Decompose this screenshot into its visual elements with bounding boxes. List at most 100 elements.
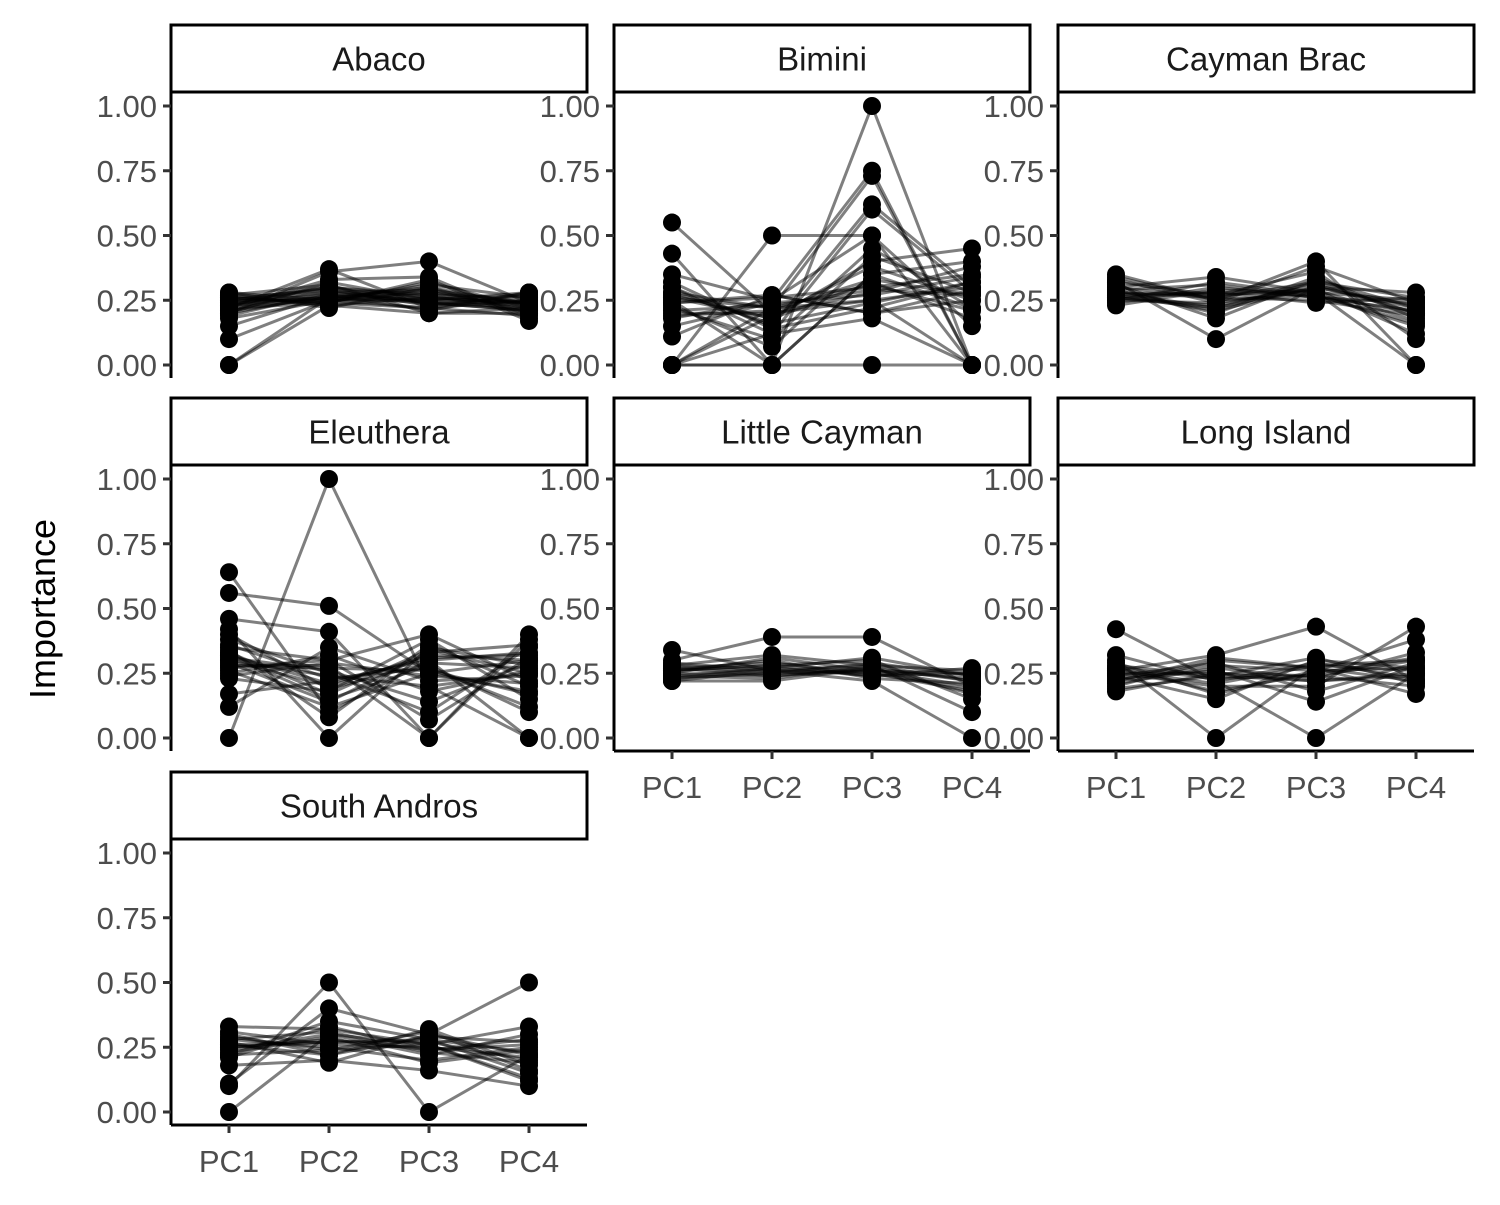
data-point bbox=[863, 97, 881, 115]
data-point bbox=[663, 213, 681, 232]
data-point bbox=[1407, 304, 1425, 323]
data-point bbox=[1407, 672, 1425, 691]
x-tick-label: PC4 bbox=[942, 770, 1002, 805]
data-point bbox=[1307, 273, 1325, 292]
facet-strip bbox=[1056, 23, 1476, 94]
series-line bbox=[228, 290, 530, 307]
data-point bbox=[420, 291, 438, 310]
data-point bbox=[220, 1103, 238, 1121]
facet-panels: Abaco 0.00 0.25 0.50 0.75 1.00 Bimini 0.00 0.25 0… bbox=[97, 23, 1476, 1179]
y-tick-label: 0.25 bbox=[97, 656, 157, 691]
y-tick-label: 0.25 bbox=[97, 1030, 157, 1065]
data-point bbox=[1107, 672, 1125, 691]
series-points bbox=[1107, 617, 1425, 747]
data-point bbox=[520, 1069, 538, 1088]
data-point bbox=[420, 710, 438, 729]
series-points bbox=[663, 627, 981, 747]
data-point bbox=[320, 291, 338, 310]
data-point bbox=[1207, 299, 1225, 318]
data-point bbox=[220, 304, 238, 323]
facet-strip-label: Eleuthera bbox=[308, 414, 450, 451]
facet-strip-label: Abaco bbox=[332, 41, 426, 78]
data-point bbox=[220, 684, 238, 703]
y-tick-label: 1.00 bbox=[984, 462, 1044, 497]
data-point bbox=[1207, 669, 1225, 688]
y-tick-label: 0.75 bbox=[984, 527, 1044, 562]
facet-panel: Bimini 0.00 0.25 0.50 0.75 1.00 bbox=[540, 23, 1032, 383]
series-line bbox=[671, 663, 973, 688]
data-point bbox=[863, 226, 881, 245]
data-point bbox=[763, 286, 781, 305]
data-point bbox=[420, 692, 438, 711]
y-tick-label: 0.50 bbox=[540, 592, 600, 627]
data-point bbox=[1407, 651, 1425, 670]
series-points bbox=[663, 97, 981, 374]
data-point bbox=[963, 356, 981, 374]
data-point bbox=[763, 664, 781, 683]
y-tick-label: 0.00 bbox=[984, 721, 1044, 756]
data-point bbox=[763, 299, 781, 318]
y-tick-label: 0.75 bbox=[540, 527, 600, 562]
x-tick-label: PC3 bbox=[1286, 770, 1346, 805]
data-point bbox=[320, 999, 338, 1018]
data-point bbox=[1107, 288, 1125, 307]
y-tick-label: 0.50 bbox=[97, 966, 157, 1001]
series-line bbox=[228, 267, 530, 318]
data-point bbox=[520, 1043, 538, 1062]
series-line bbox=[671, 663, 973, 683]
series-line bbox=[671, 635, 973, 688]
data-point bbox=[220, 1046, 238, 1065]
data-point bbox=[1307, 729, 1325, 747]
x-tick-label: PC2 bbox=[299, 1144, 359, 1179]
series-points bbox=[220, 252, 538, 374]
y-tick-label: 0.25 bbox=[97, 283, 157, 318]
data-point bbox=[963, 703, 981, 722]
series-line bbox=[228, 1037, 530, 1054]
x-tick-label: PC4 bbox=[499, 1144, 559, 1179]
data-point bbox=[1407, 330, 1425, 349]
series-line bbox=[671, 280, 973, 326]
series-lines bbox=[1115, 259, 1418, 367]
data-point bbox=[863, 304, 881, 323]
data-point bbox=[1407, 356, 1425, 374]
data-point bbox=[963, 729, 981, 747]
y-tick-label: 0.00 bbox=[97, 348, 157, 383]
y-tick-label: 0.25 bbox=[540, 283, 600, 318]
series-line bbox=[228, 1043, 530, 1080]
data-point bbox=[420, 1035, 438, 1054]
series-points bbox=[220, 973, 538, 1121]
data-point bbox=[663, 306, 681, 325]
series-line bbox=[228, 1058, 530, 1088]
data-point bbox=[320, 470, 338, 488]
facet-strip-label: Little Cayman bbox=[721, 414, 923, 451]
facet-strip bbox=[1056, 396, 1476, 467]
data-point bbox=[1307, 257, 1325, 276]
series-lines bbox=[671, 635, 973, 740]
y-tick-label: 1.00 bbox=[540, 89, 600, 124]
series-line bbox=[1115, 658, 1417, 680]
y-tick-label: 1.00 bbox=[97, 89, 157, 124]
x-tick-label: PC3 bbox=[399, 1144, 459, 1179]
x-tick-label: PC4 bbox=[1386, 770, 1446, 805]
facet-panel: Little Cayman 0.00 0.25 0.50 0.75 1.00 PC1 PC2 P… bbox=[540, 396, 1032, 805]
data-point bbox=[1407, 288, 1425, 307]
x-tick-label: PC2 bbox=[1186, 770, 1246, 805]
facet-strip bbox=[169, 396, 589, 467]
data-point bbox=[320, 638, 338, 657]
data-point bbox=[520, 697, 538, 716]
y-tick-label: 0.50 bbox=[97, 592, 157, 627]
series-line bbox=[670, 221, 973, 367]
facet-panel: Cayman Brac 0.00 0.25 0.50 0.75 1.00 bbox=[984, 23, 1476, 383]
series-line bbox=[228, 663, 530, 696]
facet-strip-label: Long Island bbox=[1181, 414, 1352, 451]
data-point bbox=[663, 672, 681, 691]
data-point bbox=[320, 622, 338, 641]
series-line bbox=[671, 283, 973, 313]
y-tick-label: 0.75 bbox=[540, 154, 600, 189]
data-point bbox=[420, 661, 438, 680]
data-point bbox=[520, 729, 538, 747]
facet-strip bbox=[169, 770, 589, 841]
x-tick-label: PC1 bbox=[199, 1144, 259, 1179]
data-point bbox=[663, 244, 681, 263]
